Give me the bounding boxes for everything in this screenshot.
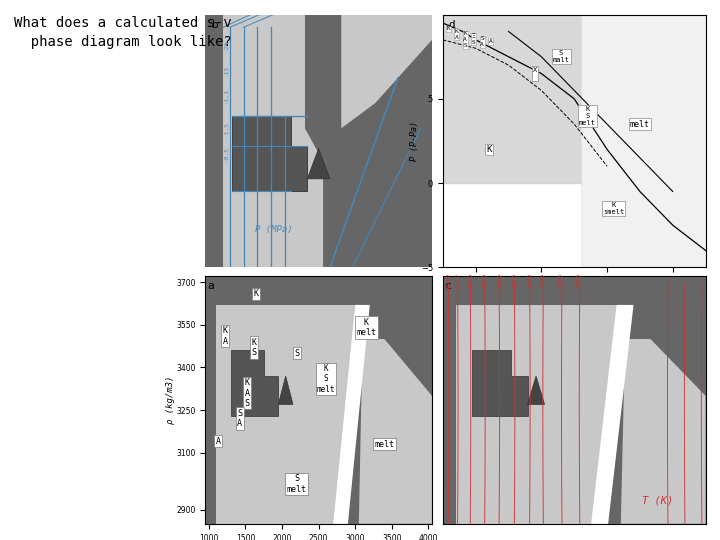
Text: K
smelt: K smelt [603, 202, 624, 215]
Polygon shape [333, 305, 370, 524]
Polygon shape [528, 376, 544, 404]
Text: K
S
melt: K S melt [317, 364, 336, 394]
Text: 3000: 3000 [540, 273, 545, 288]
Polygon shape [205, 276, 216, 524]
Text: melt: melt [374, 440, 395, 449]
Polygon shape [359, 339, 432, 524]
Text: A: A [216, 437, 221, 446]
Text: 1200: 1200 [468, 273, 473, 288]
Text: K
A: K A [455, 29, 459, 40]
Text: K
A: K A [222, 327, 228, 346]
Polygon shape [205, 276, 432, 305]
X-axis label: T (K): T (K) [561, 292, 588, 301]
Text: -15: -15 [224, 65, 229, 76]
Polygon shape [443, 276, 706, 305]
Text: 0.1P: 0.1P [446, 273, 451, 288]
Text: K
A
S: K A S [463, 31, 467, 48]
Text: K
A
S: K A S [244, 378, 249, 408]
Polygon shape [205, 15, 323, 267]
Text: K
S: K S [252, 338, 257, 357]
Text: b: b [212, 19, 219, 30]
Y-axis label: P (P-Pa): P (P-Pa) [410, 121, 420, 161]
Text: -1.1: -1.1 [224, 88, 229, 103]
Text: 2000: 2000 [497, 273, 502, 288]
Text: P (MPa): P (MPa) [255, 225, 293, 234]
Text: 3400: 3400 [577, 273, 582, 288]
Polygon shape [608, 305, 706, 524]
Polygon shape [205, 15, 223, 267]
Polygon shape [621, 339, 706, 524]
Text: 1600: 1600 [482, 273, 487, 288]
Polygon shape [279, 376, 293, 404]
Polygon shape [591, 305, 634, 524]
Text: 0.7P: 0.7P [456, 273, 461, 288]
Text: -0.5: -0.5 [224, 146, 229, 161]
Polygon shape [443, 276, 456, 524]
Text: 2800: 2800 [528, 273, 533, 288]
Text: S
malt: S malt [552, 50, 570, 63]
Polygon shape [341, 15, 432, 129]
Polygon shape [305, 15, 432, 267]
Text: K: K [486, 145, 492, 154]
Text: K: K [446, 26, 450, 31]
Text: S
A: S A [480, 37, 484, 48]
Text: melt: melt [630, 119, 650, 129]
Text: S: S [294, 349, 299, 357]
Text: S
melt: S melt [287, 474, 307, 494]
Text: A: A [489, 39, 492, 44]
Polygon shape [233, 116, 307, 192]
Y-axis label: ρ (kg/m3): ρ (kg/m3) [166, 376, 174, 424]
Polygon shape [307, 148, 330, 179]
Text: 2400: 2400 [513, 273, 518, 288]
Polygon shape [348, 305, 432, 524]
Text: -20: -20 [224, 39, 229, 51]
Text: What does a calculated s-v
  phase diagram look like?: What does a calculated s-v phase diagram… [14, 16, 232, 49]
Text: a: a [207, 281, 215, 292]
Text: Ξ
S: Ξ S [472, 34, 475, 45]
Text: -1.5: -1.5 [224, 121, 229, 136]
Text: T (K): T (K) [642, 496, 673, 506]
Text: K: K [254, 289, 259, 298]
Text: K
melt: K melt [356, 318, 376, 338]
Text: K
S
melt: K S melt [579, 106, 596, 126]
Text: S
A: S A [237, 409, 242, 428]
Polygon shape [205, 15, 432, 267]
Polygon shape [472, 350, 528, 416]
Text: c: c [446, 281, 452, 292]
Polygon shape [231, 350, 279, 416]
Text: X: X [533, 67, 537, 80]
Text: d: d [448, 19, 455, 30]
Text: 3200: 3200 [559, 273, 564, 288]
